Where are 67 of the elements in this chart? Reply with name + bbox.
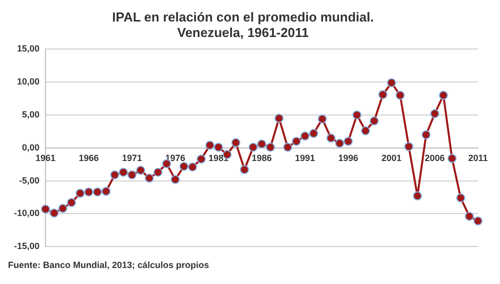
y-tick-label: 0,00	[22, 142, 40, 152]
point	[292, 136, 301, 146]
point	[378, 90, 388, 100]
point	[352, 110, 362, 120]
point	[196, 154, 206, 164]
point	[430, 109, 440, 118]
point	[274, 114, 284, 123]
point	[412, 191, 422, 200]
point	[396, 90, 405, 100]
point	[153, 168, 162, 177]
point	[335, 138, 344, 148]
y-tick-label: 15,00	[16, 44, 40, 54]
point	[231, 138, 240, 148]
y-tick-label: -10,00	[14, 208, 40, 218]
y-tick-label: -5,00	[19, 175, 40, 186]
point	[66, 198, 76, 208]
point	[179, 162, 188, 171]
point	[474, 216, 482, 226]
y-tick-label: -15,00	[14, 241, 40, 252]
point	[41, 204, 50, 214]
point	[76, 188, 85, 198]
point	[170, 174, 180, 184]
point	[257, 139, 266, 148]
point	[318, 114, 327, 124]
x-tick-label: 1986	[252, 152, 272, 163]
point	[344, 136, 353, 146]
x-tick-label: 1991	[294, 152, 316, 163]
point	[361, 126, 370, 136]
point	[387, 78, 396, 88]
point	[205, 140, 214, 150]
x-tick-label: 1971	[122, 152, 142, 163]
point	[456, 193, 466, 202]
point	[50, 208, 59, 218]
chart-title: IPAL en relación con el promedio mundial. Venezuela, 1961-2011	[112, 9, 374, 40]
point	[266, 142, 275, 152]
x-tick-label: 1966	[78, 152, 99, 163]
point	[248, 142, 258, 152]
point	[110, 170, 120, 180]
point	[58, 204, 68, 213]
point	[92, 187, 102, 196]
x-tick-label: 1961	[36, 152, 56, 163]
point	[404, 142, 414, 152]
point	[136, 166, 146, 175]
x-tick-label: 2006	[424, 152, 445, 163]
source-note: Fuente: Banco Mundial, 2013; cálculos propios	[8, 260, 210, 270]
point	[84, 187, 94, 196]
point	[102, 186, 111, 196]
y-tick-label: 5,00	[22, 109, 40, 120]
point	[188, 162, 198, 172]
point	[283, 142, 292, 152]
point	[422, 130, 431, 140]
point	[464, 212, 474, 221]
y-tick-label: 10,00	[16, 76, 40, 87]
point	[214, 142, 224, 152]
point	[448, 154, 457, 163]
point	[438, 90, 448, 100]
point	[370, 116, 379, 126]
x-tick-label: 2001	[381, 152, 402, 163]
point	[309, 128, 318, 138]
point	[118, 168, 128, 177]
point	[144, 174, 154, 183]
point	[300, 132, 310, 141]
point	[128, 170, 137, 180]
x-tick-label: 1996	[338, 152, 358, 163]
point	[326, 134, 336, 143]
point	[240, 165, 249, 174]
x-tick-label: 2011	[468, 152, 488, 163]
